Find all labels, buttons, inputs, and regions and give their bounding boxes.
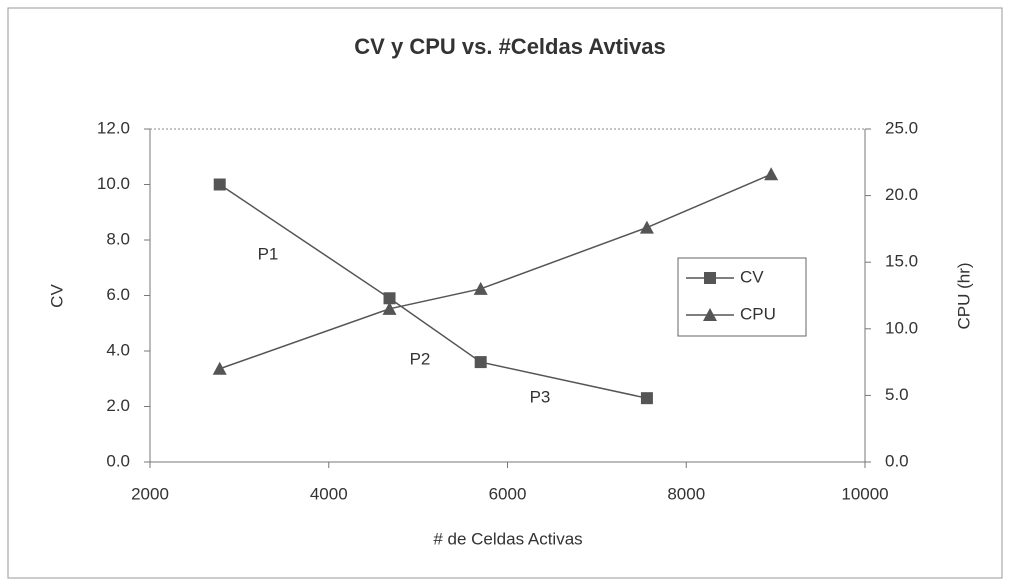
point-marker bbox=[639, 220, 654, 234]
point-marker bbox=[704, 272, 716, 284]
y2-tick-label: 10.0 bbox=[885, 318, 918, 337]
y2-tick-label: 20.0 bbox=[885, 185, 918, 204]
x-tick-label: 6000 bbox=[489, 484, 527, 503]
y2-tick-label: 0.0 bbox=[885, 451, 909, 470]
y-tick-label: 8.0 bbox=[106, 229, 130, 248]
y-tick-label: 4.0 bbox=[106, 340, 130, 359]
y-tick-label: 10.0 bbox=[97, 174, 130, 193]
x-tick-label: 8000 bbox=[667, 484, 705, 503]
y-axis-label: CV bbox=[47, 284, 66, 308]
y2-axis-label: CPU (hr) bbox=[954, 262, 973, 329]
point-marker bbox=[764, 167, 779, 181]
legend-box bbox=[677, 257, 807, 337]
y-tick-label: 12.0 bbox=[97, 118, 130, 137]
annotation: P3 bbox=[530, 387, 551, 406]
point-marker bbox=[382, 301, 397, 315]
y2-tick-label: 5.0 bbox=[885, 385, 909, 404]
chart-frame bbox=[7, 7, 1003, 579]
annotation: P2 bbox=[410, 349, 431, 368]
x-axis-label: # de Celdas Activas bbox=[433, 529, 582, 548]
x-tick-label: 10000 bbox=[841, 484, 888, 503]
point-marker bbox=[383, 292, 396, 305]
y2-tick-label: 15.0 bbox=[885, 252, 918, 271]
series-line bbox=[219, 183, 648, 399]
point-marker bbox=[473, 281, 488, 295]
x-tick-label: 2000 bbox=[131, 484, 169, 503]
y2-tick-label: 25.0 bbox=[885, 118, 918, 137]
y-tick-label: 0.0 bbox=[106, 451, 130, 470]
x-tick-label: 4000 bbox=[310, 484, 348, 503]
annotation: P1 bbox=[258, 244, 279, 263]
point-marker bbox=[640, 392, 653, 405]
point-marker bbox=[703, 308, 717, 321]
legend-label: CV bbox=[740, 267, 764, 286]
point-marker bbox=[213, 178, 226, 191]
legend-label: CPU bbox=[740, 304, 776, 323]
y-tick-label: 6.0 bbox=[106, 285, 130, 304]
chart-title: CV y CPU vs. #Celdas Avtivas bbox=[354, 34, 665, 59]
point-marker bbox=[474, 356, 487, 369]
point-marker bbox=[212, 361, 227, 375]
y-tick-label: 2.0 bbox=[106, 396, 130, 415]
